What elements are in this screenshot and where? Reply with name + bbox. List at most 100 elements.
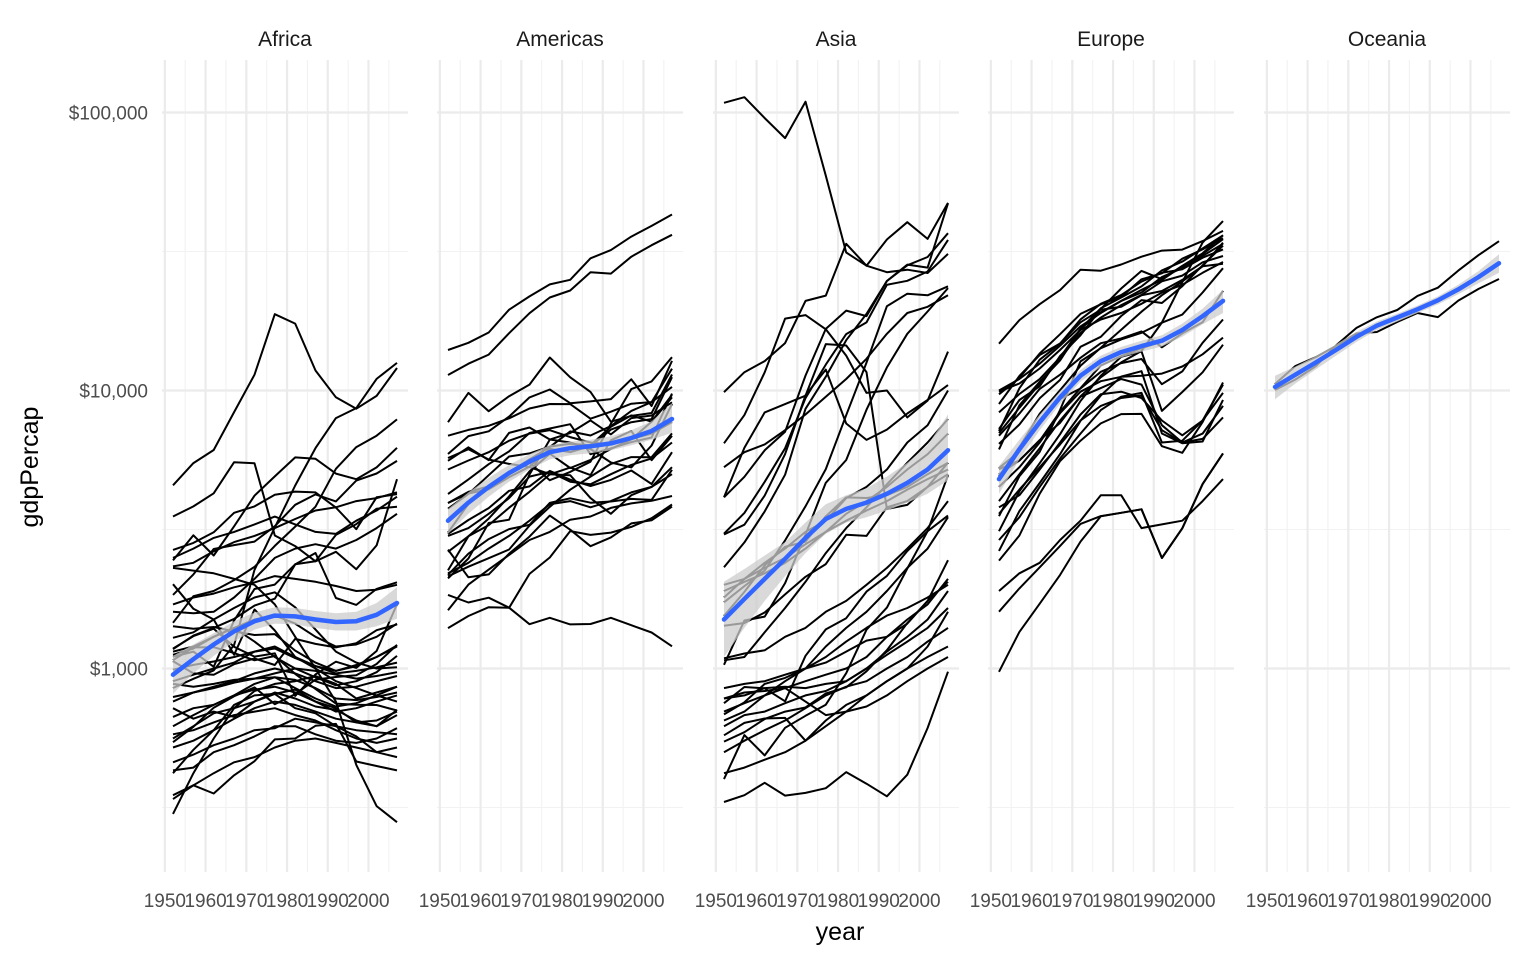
- country-line: [723, 607, 949, 728]
- trend-line: [721, 447, 951, 622]
- country-line: [998, 370, 1224, 552]
- x-tick-label: 1990: [1409, 891, 1451, 912]
- country-line: [447, 441, 673, 537]
- country-line: [998, 382, 1224, 562]
- country-line: [998, 336, 1224, 488]
- x-tick-label: 1970: [776, 891, 818, 912]
- trend-confidence-band: [173, 587, 397, 694]
- x-tick-label: 1980: [1368, 891, 1410, 912]
- country-line: [723, 578, 949, 713]
- x-axis-title: year: [816, 918, 865, 946]
- country-line: [447, 368, 673, 437]
- country-line: [723, 232, 949, 499]
- country-line: [723, 368, 949, 536]
- x-tick-label: 1990: [858, 891, 900, 912]
- x-tick-label: 2000: [622, 891, 664, 912]
- country-line: [172, 575, 398, 606]
- country-line: [172, 645, 398, 703]
- x-tick-label: 1970: [1327, 891, 1369, 912]
- country-line: [723, 645, 949, 775]
- country-lines: [447, 213, 673, 648]
- country-line: [172, 647, 398, 675]
- country-line: [172, 737, 398, 797]
- facet-title: Americas: [516, 28, 604, 51]
- country-line: [998, 234, 1224, 450]
- country-lines: [723, 96, 949, 803]
- country-line: [172, 491, 398, 568]
- country-line: [172, 461, 398, 571]
- country-line: [172, 676, 398, 718]
- country-line: [998, 344, 1224, 532]
- y-tick-label: $100,000: [69, 104, 148, 125]
- trend-confidence-band: [448, 403, 672, 534]
- x-tick-label: 1950: [695, 891, 737, 912]
- country-line: [172, 591, 398, 670]
- y-axis-title: gdpPercap: [16, 407, 44, 528]
- country-line: [998, 267, 1224, 517]
- y-axis: $1,000 $10,000 $100,000: [69, 104, 148, 681]
- country-line: [447, 233, 673, 376]
- country-line: [998, 478, 1224, 592]
- country-line: [447, 448, 673, 515]
- country-line: [723, 314, 949, 444]
- country-line: [723, 500, 949, 660]
- country-line: [172, 725, 398, 772]
- country-line: [172, 362, 398, 689]
- country-line: [723, 343, 949, 510]
- country-line: [447, 401, 673, 580]
- country-line: [723, 242, 949, 393]
- country-line: [447, 473, 673, 575]
- country-line: [172, 418, 398, 624]
- x-tick-label: 1970: [500, 891, 542, 912]
- country-line: [998, 242, 1224, 405]
- country-line: [172, 512, 398, 615]
- country-line: [723, 656, 949, 717]
- country-line: [723, 287, 949, 666]
- trend-confidence-band: [999, 289, 1223, 494]
- x-tick-label: 1980: [1092, 891, 1134, 912]
- country-line: [723, 202, 949, 568]
- country-line: [447, 356, 673, 423]
- x-tick-label: 1950: [144, 891, 186, 912]
- trend-line: [1272, 260, 1502, 390]
- x-tick-label: 1990: [582, 891, 624, 912]
- country-line: [998, 452, 1224, 673]
- country-line: [447, 495, 673, 611]
- country-line: [447, 505, 673, 579]
- y-tick-label: $1,000: [90, 660, 148, 681]
- x-tick-label: 2000: [347, 891, 389, 912]
- country-line: [998, 238, 1224, 392]
- country-line: [172, 505, 398, 668]
- x-tick-label: 1990: [307, 891, 349, 912]
- country-lines: [172, 313, 398, 823]
- x-tick-label: 1960: [1286, 891, 1328, 912]
- country-line: [172, 495, 398, 559]
- x-tick-label: 1970: [1051, 891, 1093, 912]
- country-line: [723, 474, 949, 780]
- country-line: [723, 239, 949, 535]
- country-line: [172, 313, 398, 486]
- x-tick-label: 1960: [735, 891, 777, 912]
- x-tick-label: 1970: [225, 891, 267, 912]
- country-line: [998, 230, 1224, 345]
- country-line: [172, 667, 398, 698]
- y-tick-label: $10,000: [79, 382, 148, 403]
- x-tick-label: 1980: [541, 891, 583, 912]
- country-line: [723, 581, 949, 716]
- panel-grid: [1264, 60, 1510, 872]
- country-line: [447, 360, 673, 455]
- country-line: [447, 503, 673, 629]
- country-line: [172, 644, 398, 743]
- x-tick-label: 2000: [1449, 891, 1491, 912]
- trend-line: [445, 416, 675, 523]
- country-line: [723, 583, 949, 690]
- country-line: [172, 717, 398, 764]
- country-line: [447, 213, 673, 351]
- country-line: [172, 722, 398, 800]
